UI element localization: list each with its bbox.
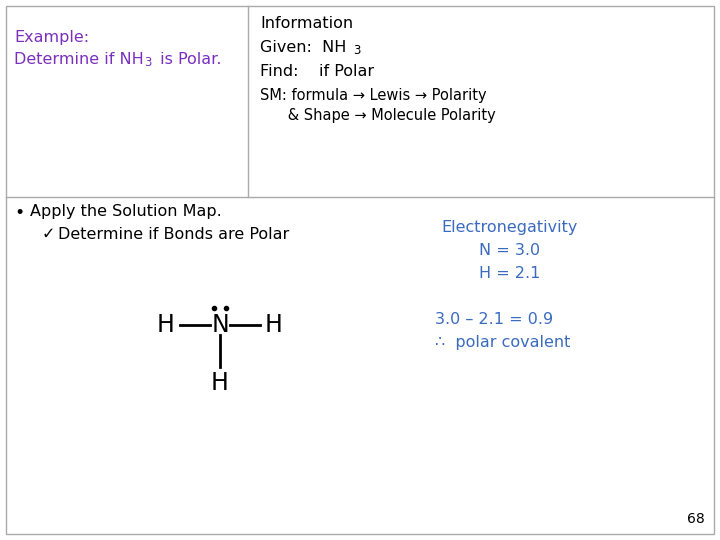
- Text: Information: Information: [260, 16, 353, 31]
- Text: & Shape → Molecule Polarity: & Shape → Molecule Polarity: [260, 108, 496, 123]
- Text: H: H: [265, 313, 283, 337]
- Text: 3: 3: [144, 56, 151, 69]
- Text: N = 3.0: N = 3.0: [480, 243, 541, 258]
- Text: is Polar.: is Polar.: [155, 52, 222, 67]
- Text: Apply the Solution Map.: Apply the Solution Map.: [30, 204, 222, 219]
- Text: 3.0 – 2.1 = 0.9: 3.0 – 2.1 = 0.9: [435, 312, 553, 327]
- Text: H: H: [157, 313, 175, 337]
- Text: Determine if NH: Determine if NH: [14, 52, 144, 67]
- Text: Find:    if Polar: Find: if Polar: [260, 64, 374, 79]
- Text: 68: 68: [688, 512, 705, 526]
- Text: ∴  polar covalent: ∴ polar covalent: [435, 335, 570, 350]
- Text: 3: 3: [353, 44, 361, 57]
- Text: Given:  NH: Given: NH: [260, 40, 346, 55]
- Text: H = 2.1: H = 2.1: [480, 266, 541, 281]
- Text: Electronegativity: Electronegativity: [442, 220, 578, 235]
- Text: Determine if Bonds are Polar: Determine if Bonds are Polar: [58, 227, 289, 242]
- Text: ✓: ✓: [42, 227, 55, 242]
- Text: SM: formula → Lewis → Polarity: SM: formula → Lewis → Polarity: [260, 88, 487, 103]
- Text: Example:: Example:: [14, 30, 89, 45]
- Text: N: N: [211, 313, 229, 337]
- Text: H: H: [211, 371, 229, 395]
- Text: •: •: [14, 204, 24, 222]
